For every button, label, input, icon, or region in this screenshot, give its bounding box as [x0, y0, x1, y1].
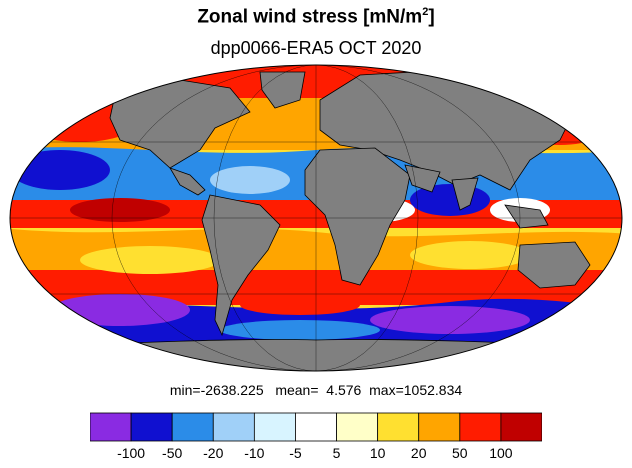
colorbar-tick-label: -5 [289, 445, 302, 461]
title-close: ] [428, 6, 435, 28]
field-patch [210, 166, 290, 194]
colorbar-tick-label: 50 [452, 445, 468, 461]
colorbar-tick-label: -10 [244, 445, 265, 461]
colorbar-box [336, 412, 379, 442]
land-india [451, 177, 479, 211]
land-australia [517, 241, 591, 289]
colorbar-box [130, 412, 173, 442]
colorbar-box [90, 412, 132, 442]
land-greenland [259, 71, 306, 109]
colorbar-box [500, 412, 542, 442]
colorbar [90, 412, 542, 442]
field-patch [10, 150, 110, 190]
field-patch [370, 306, 530, 334]
colorbar-box [459, 412, 502, 442]
stat-mean: 4.576 [326, 382, 362, 398]
figure-subtitle: dpp0066-ERA5 OCT 2020 [210, 38, 422, 58]
colorbar-box [171, 412, 214, 442]
land-north-america [109, 79, 251, 169]
graticule-meridian [213, 65, 419, 371]
colorbar-box [253, 412, 296, 442]
field-patch [220, 320, 380, 340]
colorbar-box [377, 412, 420, 442]
colorbar-tick-label: -20 [203, 445, 224, 461]
colorbar-tick-label: 20 [410, 445, 427, 461]
title-main: Zonal wind stress [mN/m [197, 6, 423, 28]
colorbar-tick-label: 100 [489, 445, 513, 461]
field-patch [410, 241, 530, 269]
stat-min-label: min= [169, 382, 201, 398]
colorbar-tick-label: -100 [117, 445, 146, 461]
colorbar-tick-label: 5 [332, 445, 341, 461]
land-arabia [404, 164, 441, 193]
statistics-line: min=-2638.225 mean= 4.576 max=1052.834 [150, 382, 482, 398]
colorbar-tick-label: 10 [369, 445, 386, 461]
field-patch [70, 198, 170, 222]
land-southeast-asia [504, 204, 549, 229]
colorbar-box [418, 412, 461, 442]
colorbar-tick-label: -50 [162, 445, 183, 461]
field-patch [240, 295, 360, 315]
colorbar-box [295, 412, 337, 442]
colorbar-box [212, 412, 255, 442]
stat-mean-label: mean= [275, 382, 319, 398]
title-superscript: 2 [422, 6, 429, 18]
figure-title: Zonal wind stress [mN/m2] [0, 6, 632, 28]
land-central-america [169, 167, 206, 196]
stat-min: -2638.225 [200, 382, 264, 398]
stat-max: 1052.834 [403, 382, 463, 398]
land-south-america [201, 194, 281, 337]
graticule-meridian [111, 65, 521, 371]
map-outline [9, 64, 623, 372]
field-patch [80, 246, 220, 274]
stat-max-label: max= [369, 382, 404, 398]
